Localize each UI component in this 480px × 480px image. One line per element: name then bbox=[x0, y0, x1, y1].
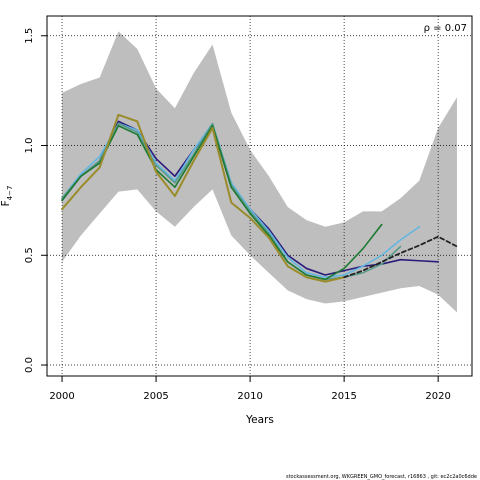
x-tick-label: 2000 bbox=[49, 391, 74, 402]
x-axis: 2000 2005 2010 2015 2020 bbox=[49, 376, 451, 402]
x-tick-label: 2015 bbox=[331, 391, 356, 402]
series-line-6 bbox=[343, 235, 458, 279]
y-axis-title-main: F bbox=[0, 200, 12, 206]
series-line-4 bbox=[61, 124, 383, 281]
y-axis-title-group: F4−7 bbox=[0, 186, 14, 207]
rho-annotation: ρ = 0.07 bbox=[424, 23, 467, 34]
x-axis-title: Years bbox=[245, 414, 274, 426]
y-tick-label: 1.0 bbox=[24, 138, 35, 154]
x-tick-label: 2010 bbox=[237, 391, 262, 402]
y-tick-label: 0.0 bbox=[24, 357, 35, 373]
y-tick-label: 0.5 bbox=[24, 247, 35, 263]
y-axis-title-subscript: 4−7 bbox=[6, 186, 14, 201]
y-axis-title: F4−7 bbox=[0, 186, 14, 207]
y-tick-label: 1.5 bbox=[24, 28, 35, 44]
series-layer bbox=[61, 113, 458, 283]
x-tick-label: 2020 bbox=[425, 391, 450, 402]
footer-credit: stockassessment.org, WKGREEN_GMO_forecas… bbox=[285, 474, 477, 480]
plot-frame bbox=[46, 15, 473, 377]
grid-layer bbox=[47, 16, 472, 376]
y-axis: 0.0 0.5 1.0 1.5 bbox=[24, 28, 47, 373]
confidence-band bbox=[62, 31, 457, 313]
confidence-band-layer bbox=[62, 31, 457, 313]
series-line-5 bbox=[61, 113, 346, 283]
x-tick-label: 2005 bbox=[143, 391, 168, 402]
